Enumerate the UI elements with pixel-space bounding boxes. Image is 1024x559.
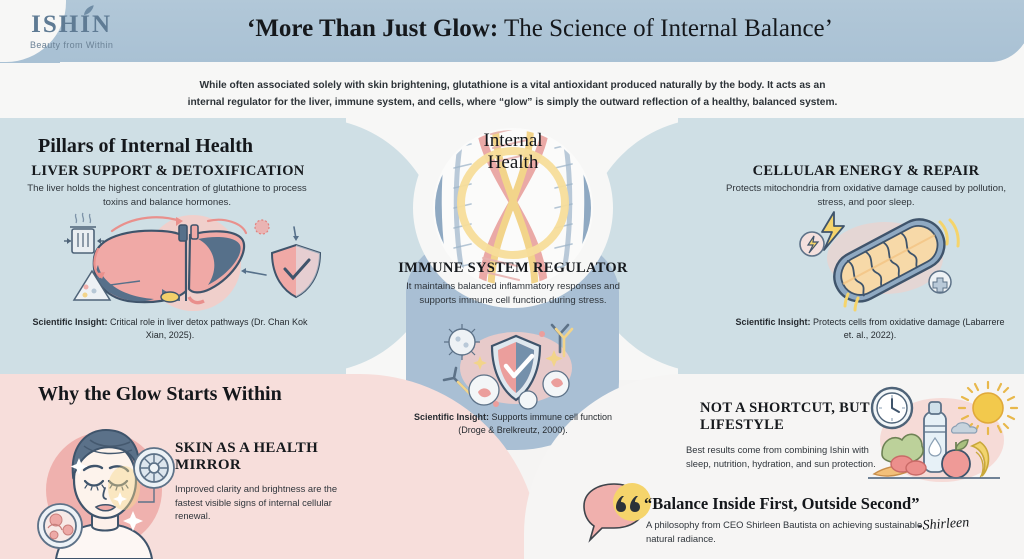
face-illustration bbox=[37, 428, 175, 559]
cellular-insight-text: Protects cells from oxidative damage (La… bbox=[810, 317, 1005, 341]
cellular-card-heading: CELLULAR ENERGY & REPAIR bbox=[752, 163, 980, 179]
cellular-insight-label: Scientific Insight: bbox=[735, 317, 811, 327]
quote-text: “Balance Inside First, Outside Second” bbox=[644, 494, 920, 513]
cellular-card-body: Protects mitochondria from oxidative dam… bbox=[726, 183, 1006, 208]
mitochondria-illustration bbox=[799, 211, 960, 312]
immune-insight-text: Supports immune cell function (Droge & B… bbox=[458, 412, 613, 436]
liver-card-body: The liver holds the highest concentratio… bbox=[27, 183, 307, 208]
quote-bubble-icon bbox=[583, 483, 651, 543]
skin-card-body: Improved clarity and brightness are the … bbox=[175, 483, 338, 522]
liver-insight-text: Critical role in liver detox pathways (D… bbox=[107, 317, 308, 341]
liver-insight-label: Scientific Insight: bbox=[32, 317, 108, 327]
lifestyle-illustration bbox=[868, 380, 1019, 482]
liver-card-heading: LIVER SUPPORT & DETOXIFICATION bbox=[31, 163, 305, 179]
brand-tagline: Beauty from Within bbox=[30, 40, 114, 50]
lifestyle-card-body: Best results come from combining Ishin w… bbox=[686, 444, 876, 469]
page-title-light: The Science of Internal Balance’ bbox=[498, 15, 833, 42]
lifestyle-card-heading: NOT A SHORTCUT, BUT A LIFESTYLE bbox=[700, 400, 883, 433]
center-badge-text: Internal Health bbox=[455, 130, 571, 174]
cellular-insight: Scientific Insight: Protects cells from … bbox=[730, 316, 1010, 342]
immune-card-body: It maintains balanced inflammatory respo… bbox=[406, 281, 620, 306]
center-badge-line2: Health bbox=[487, 151, 539, 173]
why-section-title: Why the Glow Starts Within bbox=[38, 383, 282, 405]
center-badge-line1: Internal bbox=[483, 130, 543, 151]
immune-card-heading: IMMUNE SYSTEM REGULATOR bbox=[398, 260, 628, 276]
liver-insight: Scientific Insight: Critical role in liv… bbox=[30, 316, 310, 342]
immune-insight-label: Scientific Insight: bbox=[413, 412, 489, 422]
immune-insight: Scientific Insight: Supports immune cell… bbox=[408, 411, 618, 437]
page-title: ‘More Than Just Glow: The Science of Int… bbox=[150, 14, 930, 44]
header-bar bbox=[0, 0, 1024, 63]
brand-wordmark: ISHIN bbox=[31, 11, 113, 38]
page-title-bold: ‘More Than Just Glow: bbox=[247, 15, 499, 42]
intro-paragraph: While often associated solely with skin … bbox=[187, 80, 838, 108]
skin-card-heading: SKIN AS A HEALTH MIRROR bbox=[175, 440, 319, 474]
quote-attribution: A philosophy from CEO Shirleen Bautista … bbox=[646, 519, 925, 544]
pillars-section-title: Pillars of Internal Health bbox=[38, 135, 253, 157]
immune-shield-illustration bbox=[442, 323, 574, 410]
leaf-icon bbox=[83, 5, 94, 16]
liver-illustration bbox=[64, 212, 322, 311]
dna-strands-icon bbox=[433, 128, 593, 288]
brand-logo[interactable]: ISHIN Beauty from Within bbox=[30, 5, 114, 50]
